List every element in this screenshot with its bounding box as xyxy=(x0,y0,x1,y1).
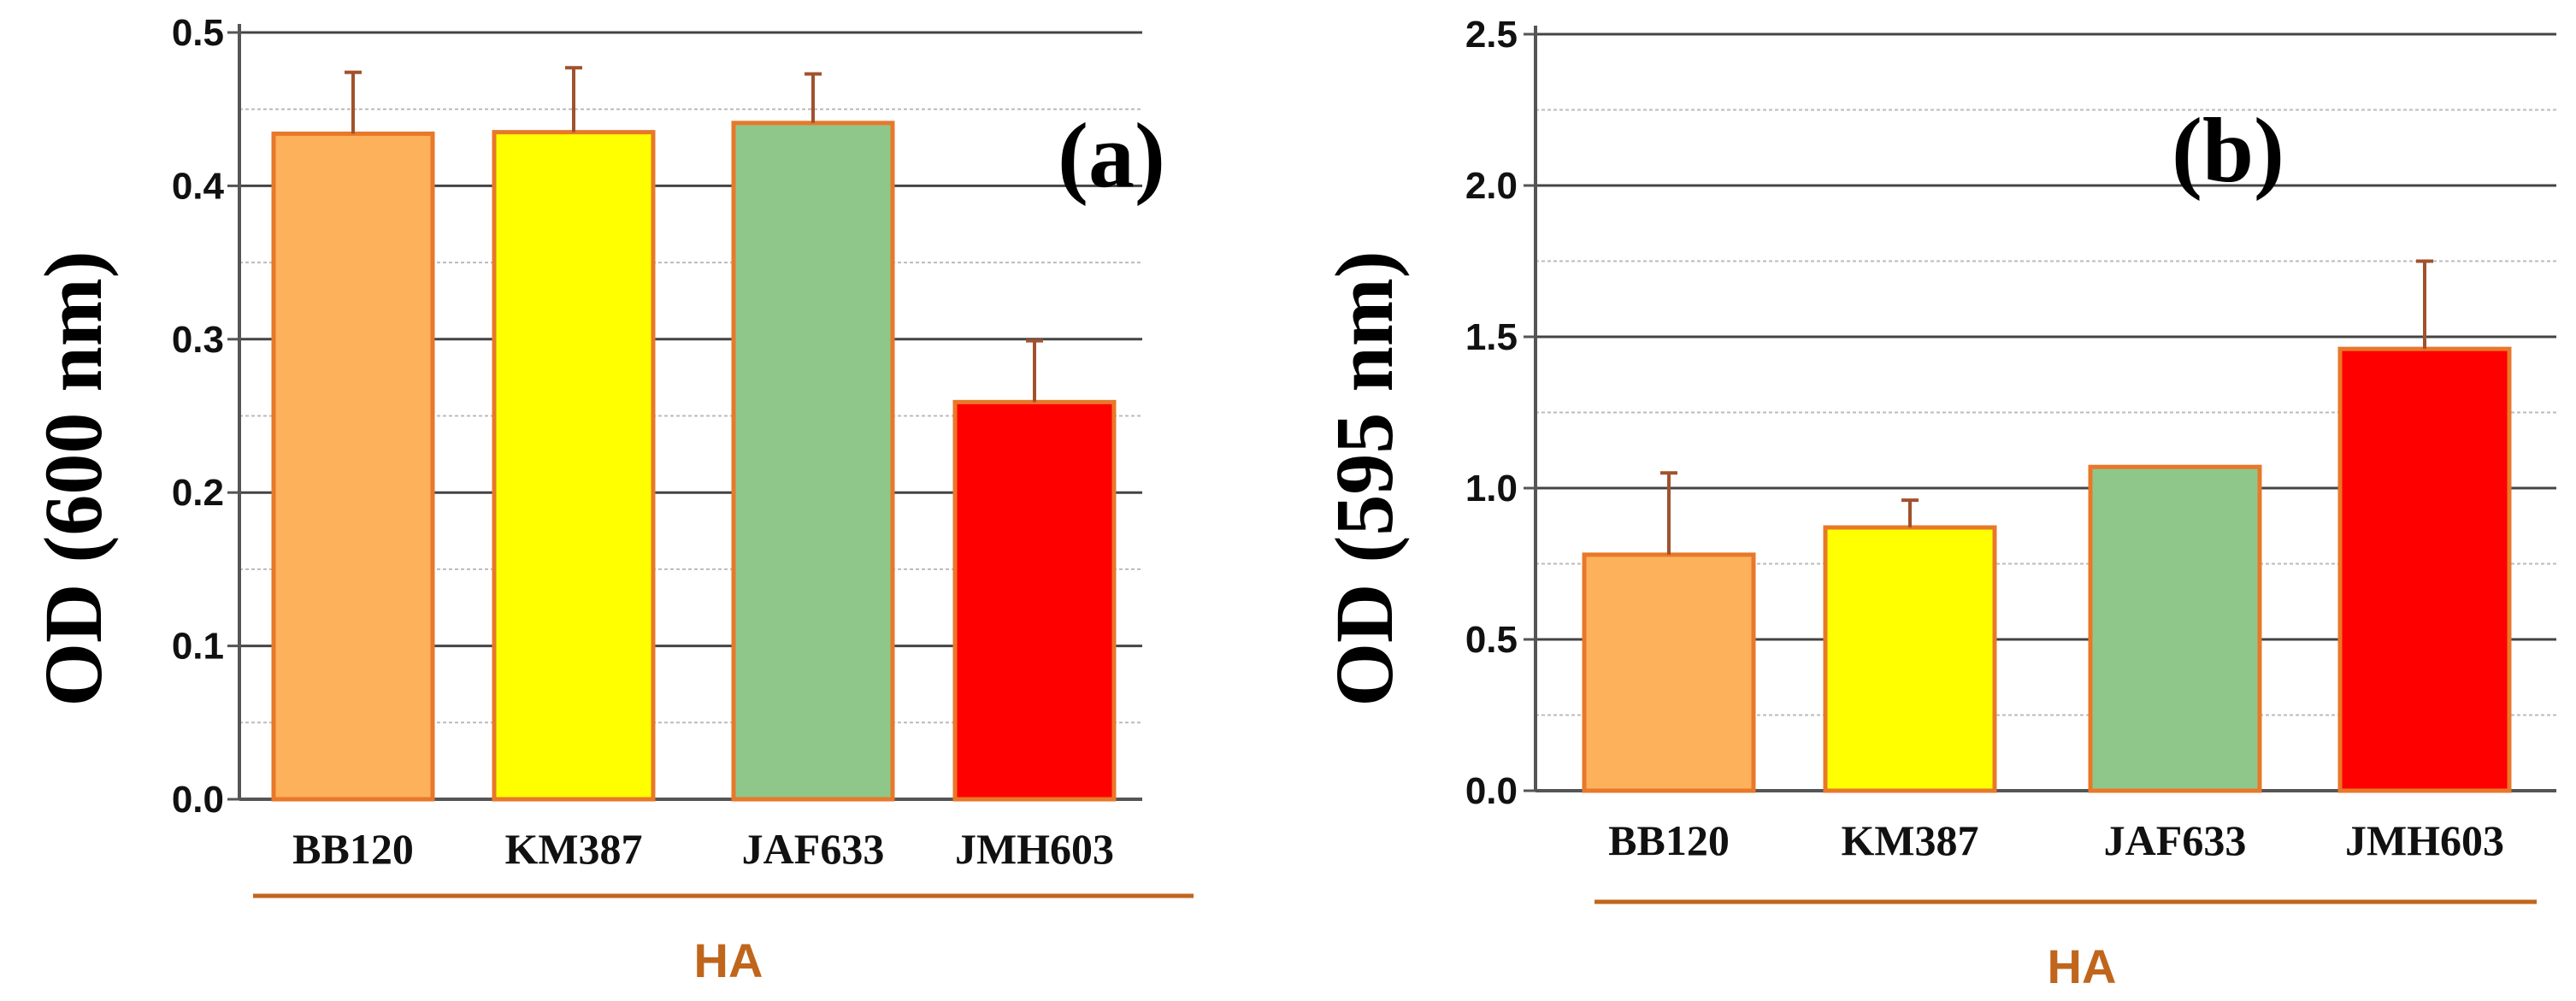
panel-b-y-tick-label: 1.5 xyxy=(1465,316,1518,358)
panel-a-y-tick-label: 0.1 xyxy=(172,626,224,668)
panel-a-y-tick-label: 0.4 xyxy=(172,165,225,207)
panel-b-group-label: HA xyxy=(2048,939,2117,993)
panel-a-group-label: HA xyxy=(694,933,763,987)
panel-b-y-tick-label: 0.0 xyxy=(1465,770,1518,812)
panel-b-bar-jmh603 xyxy=(2337,346,2512,793)
panel-b-x-tick-label: KM387 xyxy=(1841,816,1978,864)
panel-a-y-tick-label: 0.0 xyxy=(172,779,224,821)
panel-a-x-tick-label: KM387 xyxy=(504,825,642,873)
panel-a-y-tick-label: 0.5 xyxy=(172,12,224,54)
panel-b-x-tick-label: JAF633 xyxy=(2104,816,2247,864)
panel-a-x-tick-label: JMH603 xyxy=(955,825,1114,873)
panel-b-y-tick-label: 2.5 xyxy=(1465,14,1518,56)
panel-b-bar-jaf633 xyxy=(2088,464,2262,793)
panel-a-bar-bb120 xyxy=(271,131,435,802)
panel-a-y-axis-label: OD (600 nm) xyxy=(27,250,119,706)
panel-a-chart: 0.0 0.1 0.2 0.3 0.4 0.5 BB120 KM387 JAF633 JMH603… xyxy=(27,12,1194,987)
panel-a-x-tick-label: BB120 xyxy=(292,825,414,873)
panel-b-chart: 0.0 0.5 1.0 1.5 2.0 2.5 BB120 KM387 JAF633 JMH603… xyxy=(1318,14,2556,993)
panel-b-y-axis-label: OD (595 nm) xyxy=(1318,250,1410,706)
panel-a-label: (a) xyxy=(1058,105,1165,207)
panel-b-x-tick-label: BB120 xyxy=(1608,816,1730,864)
panel-a-y-tick-label: 0.2 xyxy=(172,472,224,514)
panel-b-x-tick-label: JMH603 xyxy=(2345,816,2504,864)
panel-a-bar-jaf633 xyxy=(731,121,895,802)
panel-b-y-tick-label: 2.0 xyxy=(1465,165,1518,207)
panel-a-bar-jmh603 xyxy=(952,399,1117,802)
panel-b-y-tick-label: 0.5 xyxy=(1465,619,1518,661)
panel-b-y-tick-label: 1.0 xyxy=(1465,468,1518,509)
panel-b-bar-bb120 xyxy=(1582,552,1756,793)
panel-b-bar-km387 xyxy=(1823,525,1997,793)
panel-a-bar-km387 xyxy=(492,130,656,802)
panel-a-x-tick-label: JAF633 xyxy=(742,825,885,873)
panel-a-y-tick-label: 0.3 xyxy=(172,319,224,361)
panel-b-label: (b) xyxy=(2172,100,2284,202)
